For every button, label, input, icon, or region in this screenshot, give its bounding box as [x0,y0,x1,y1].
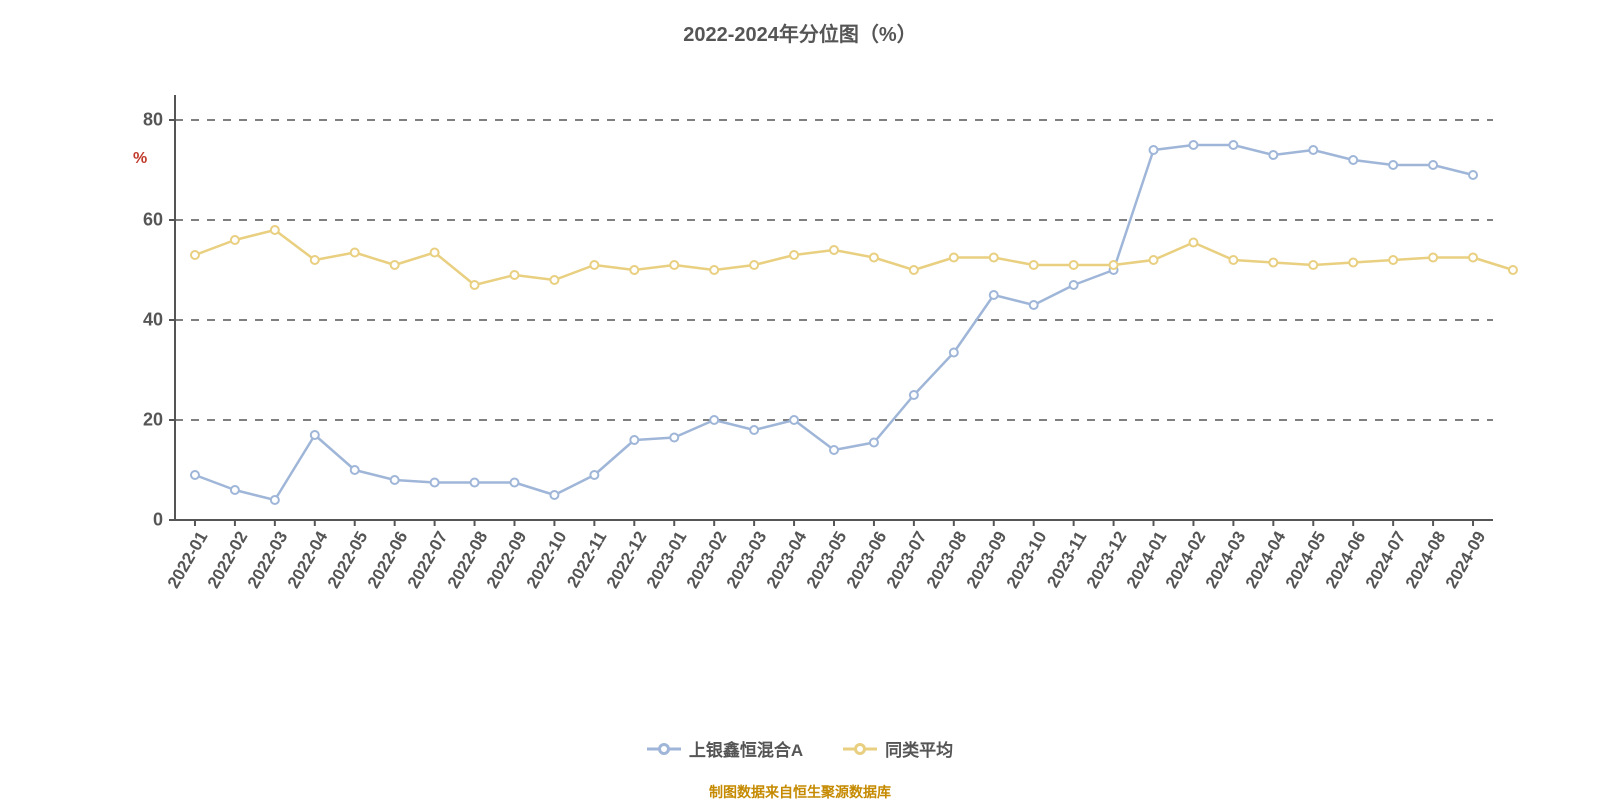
chart-title: 2022-2024年分位图（%） [0,18,1600,47]
y-axis-unit: % [133,150,147,168]
legend: 上银鑫恒混合A 同类平均 [0,736,1600,761]
y-tick-label: 40 [143,310,163,331]
plot-area: 0204060802022-012022-022022-032022-04202… [175,95,1493,520]
y-tick-label: 80 [143,110,163,131]
legend-item: 同类平均 [843,736,953,761]
chart-container: 2022-2024年分位图（%） % 0204060802022-012022-… [0,0,1600,800]
y-tick-label: 20 [143,410,163,431]
legend-item: 上银鑫恒混合A [647,736,803,761]
y-tick-label: 60 [143,210,163,231]
chart-svg [175,95,1493,520]
y-tick-label: 0 [153,510,163,531]
legend-label: 同类平均 [885,736,953,761]
legend-swatch [647,742,681,756]
legend-label: 上银鑫恒混合A [689,736,803,761]
chart-footer: 制图数据来自恒生聚源数据库 [0,782,1600,800]
legend-swatch [843,742,877,756]
